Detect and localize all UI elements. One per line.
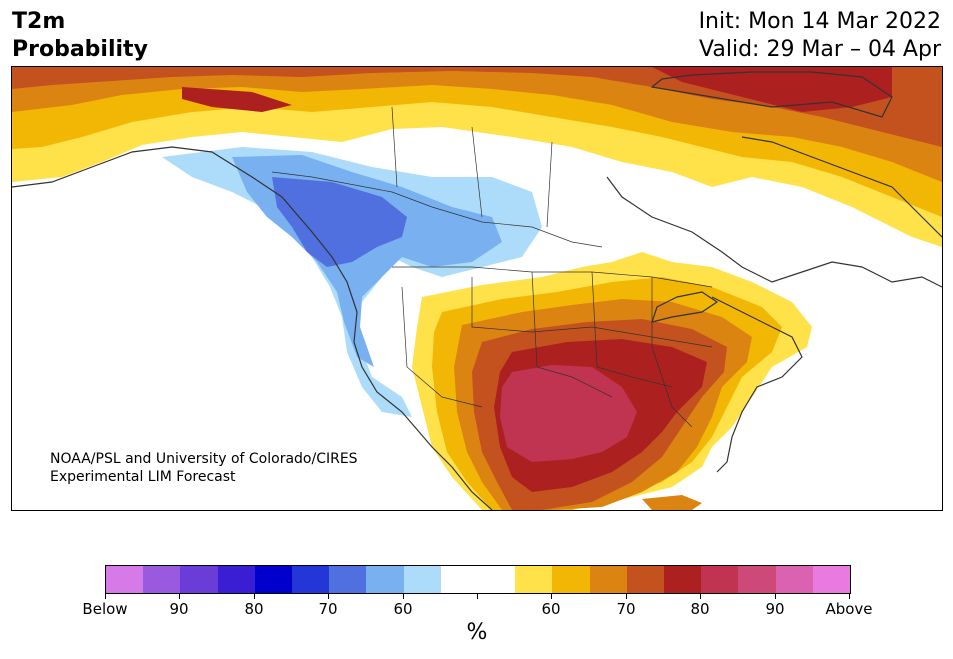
title-variable: T2m [12, 9, 66, 34]
colorbar-tick-label: 90 [765, 600, 785, 618]
colorbar-tick [179, 593, 180, 599]
colorbar-segment [626, 566, 665, 593]
colorbar-segment [180, 566, 218, 593]
colorbar-tick-label: Below [82, 600, 128, 618]
colorbar-segment [403, 566, 441, 593]
colorbar-segment [515, 566, 553, 593]
map-credit: NOAA/PSL and University of Colorado/CIRE… [50, 450, 358, 486]
colorbar-segment [143, 566, 181, 593]
colorbar-segment [738, 566, 776, 593]
colorbar [105, 565, 851, 594]
cool-region-core [272, 177, 407, 267]
colorbar-segment [254, 566, 293, 593]
map-title: T2m Probability [12, 8, 148, 64]
colorbar-tick-label: 90 [169, 600, 189, 618]
colorbar-tick-label: 80 [690, 600, 710, 618]
credit-line-2: Experimental LIM Forecast [50, 469, 236, 485]
colorbar-tick [849, 593, 850, 599]
colorbar-segment [217, 566, 255, 593]
map-dates: Init: Mon 14 Mar 2022 Valid: 29 Mar – 04… [699, 8, 941, 64]
forecast-map: NOAA/PSL and University of Colorado/CIRE… [11, 66, 943, 511]
colorbar-tick-label: Above [825, 600, 873, 618]
colorbar-segment [366, 566, 404, 593]
colorbar-tick [477, 593, 478, 599]
credit-line-1: NOAA/PSL and University of Colorado/CIRE… [50, 451, 358, 467]
colorbar-segment [552, 566, 590, 593]
colorbar-tick [551, 593, 552, 599]
colorbar-tick [328, 593, 329, 599]
colorbar-tick-label: 70 [616, 600, 636, 618]
colorbar-tick [626, 593, 627, 599]
colorbar-tick [105, 593, 106, 599]
colorbar-segment [106, 566, 144, 593]
coastlines [12, 71, 942, 510]
colorbar-segment [775, 566, 813, 593]
colorbar-tick-label: 80 [244, 600, 264, 618]
colorbar-tick [254, 593, 255, 599]
colorbar-segment [701, 566, 739, 593]
colorbar-tick [403, 593, 404, 599]
map-svg [12, 67, 942, 510]
warm-patch-alaska [182, 87, 292, 112]
warm-core-greenland [652, 67, 892, 112]
warm-region-85 [500, 365, 637, 462]
colorbar-tick-label: 60 [541, 600, 561, 618]
warm-patch-cuba [642, 495, 702, 510]
colorbar-tick-label: 70 [318, 600, 338, 618]
colorbar-unit: % [466, 620, 488, 645]
colorbar-tick-label: 60 [393, 600, 413, 618]
colorbar-segment [478, 566, 516, 593]
colorbar-segment [812, 566, 851, 593]
colorbar-tick [775, 593, 776, 599]
colorbar-segment [292, 566, 330, 593]
colorbar-segment [664, 566, 702, 593]
colorbar-segment [329, 566, 367, 593]
colorbar-tick [700, 593, 701, 599]
title-product: Probability [12, 37, 148, 62]
valid-range: Valid: 29 Mar – 04 Apr [699, 37, 941, 62]
colorbar-segment [589, 566, 627, 593]
state-borders [271, 106, 713, 428]
colorbar-segment [440, 566, 479, 593]
init-date: Init: Mon 14 Mar 2022 [698, 9, 941, 34]
